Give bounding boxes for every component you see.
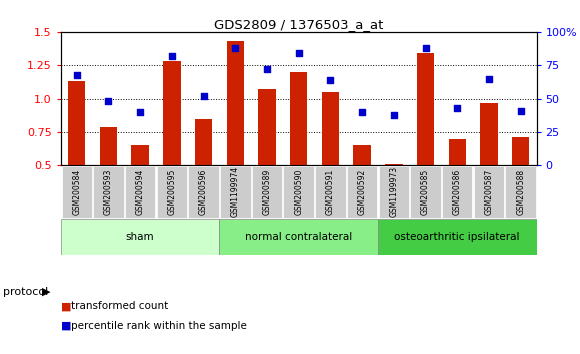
Text: GSM200592: GSM200592	[358, 169, 367, 215]
Text: GSM200595: GSM200595	[168, 169, 176, 215]
Text: GSM200589: GSM200589	[263, 169, 271, 215]
Bar	[448, 138, 466, 165]
Text: GSM200584: GSM200584	[72, 169, 81, 215]
FancyBboxPatch shape	[442, 166, 473, 218]
Text: transformed count: transformed count	[71, 301, 168, 311]
Point	[326, 77, 335, 83]
Bar	[512, 137, 530, 165]
FancyBboxPatch shape	[252, 166, 282, 218]
FancyBboxPatch shape	[219, 218, 378, 255]
Point	[136, 109, 145, 115]
FancyBboxPatch shape	[347, 166, 378, 218]
Text: GSM200594: GSM200594	[136, 169, 144, 215]
FancyBboxPatch shape	[379, 166, 409, 218]
Text: GSM200587: GSM200587	[484, 169, 494, 215]
FancyBboxPatch shape	[378, 218, 536, 255]
Bar	[163, 61, 180, 165]
Point	[452, 105, 462, 111]
Bar	[68, 81, 85, 165]
Point	[484, 76, 494, 81]
FancyBboxPatch shape	[157, 166, 187, 218]
Title: GDS2809 / 1376503_a_at: GDS2809 / 1376503_a_at	[214, 18, 383, 31]
Text: osteoarthritic ipsilateral: osteoarthritic ipsilateral	[394, 232, 520, 242]
Text: GSM200591: GSM200591	[326, 169, 335, 215]
FancyBboxPatch shape	[220, 166, 251, 218]
Text: protocol: protocol	[3, 287, 48, 297]
FancyBboxPatch shape	[410, 166, 441, 218]
Point	[231, 45, 240, 51]
Text: GSM200588: GSM200588	[516, 169, 525, 215]
Point	[389, 112, 398, 118]
FancyBboxPatch shape	[474, 166, 504, 218]
Text: ▶: ▶	[42, 287, 50, 297]
FancyBboxPatch shape	[61, 166, 92, 218]
Point	[199, 93, 208, 99]
FancyBboxPatch shape	[188, 166, 219, 218]
FancyBboxPatch shape	[125, 166, 155, 218]
Text: GSM200585: GSM200585	[421, 169, 430, 215]
Bar	[195, 119, 212, 165]
Point	[516, 108, 525, 113]
FancyBboxPatch shape	[315, 166, 346, 218]
Point	[167, 53, 176, 59]
Bar	[227, 41, 244, 165]
FancyBboxPatch shape	[284, 166, 314, 218]
Bar	[417, 53, 434, 165]
Point	[421, 45, 430, 51]
Text: percentile rank within the sample: percentile rank within the sample	[71, 321, 246, 331]
Bar	[290, 72, 307, 165]
FancyBboxPatch shape	[93, 166, 124, 218]
Bar	[100, 126, 117, 165]
Point	[294, 50, 303, 56]
Text: normal contralateral: normal contralateral	[245, 232, 352, 242]
Text: sham: sham	[126, 232, 154, 242]
Text: GSM1199974: GSM1199974	[231, 166, 240, 217]
Point	[262, 66, 271, 72]
Bar	[322, 92, 339, 165]
Bar	[353, 145, 371, 165]
Point	[357, 109, 367, 115]
Text: GSM200593: GSM200593	[104, 169, 113, 215]
FancyBboxPatch shape	[61, 218, 219, 255]
Bar	[480, 103, 498, 165]
Text: GSM200586: GSM200586	[453, 169, 462, 215]
Bar	[385, 164, 403, 165]
Text: GSM200590: GSM200590	[294, 169, 303, 215]
Text: GSM1199973: GSM1199973	[389, 166, 398, 217]
Point	[72, 72, 81, 78]
Bar	[132, 145, 149, 165]
Text: ■: ■	[61, 321, 71, 331]
Bar	[258, 89, 276, 165]
Text: GSM200596: GSM200596	[199, 169, 208, 215]
Point	[104, 98, 113, 104]
FancyBboxPatch shape	[505, 166, 536, 218]
Text: ■: ■	[61, 301, 71, 311]
